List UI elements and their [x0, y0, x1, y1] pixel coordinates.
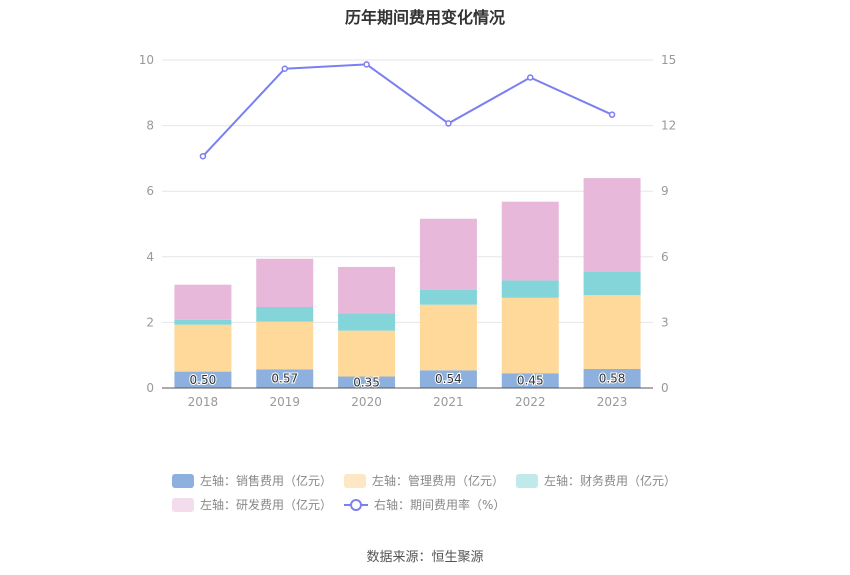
- legend-swatch-sales: [172, 473, 194, 488]
- source-note: 数据来源：恒生聚源: [366, 550, 484, 565]
- expense-rate-point: [527, 74, 534, 81]
- bar-segment: [256, 321, 314, 370]
- chart-title: 历年期间费用变化情况: [344, 8, 505, 27]
- legend-label-rnd: 左轴：研发费用（亿元）: [200, 498, 333, 512]
- bar-segment: [419, 289, 477, 305]
- bar-segment: [256, 369, 314, 388]
- bar-segment: [501, 373, 559, 388]
- left-axis-tick-label: 2: [146, 315, 154, 329]
- right-axis-tick-label: 3: [661, 315, 669, 329]
- left-axis-tick-label: 8: [146, 119, 154, 133]
- expense-rate-point: [445, 120, 452, 127]
- bar-segment: [338, 376, 396, 388]
- legend-item-sales[interactable]: 左轴：销售费用（亿元）: [172, 472, 332, 489]
- bar-segment: [583, 178, 641, 272]
- legend-swatch-rnd: [172, 497, 194, 512]
- bar-data-label: 0.54: [435, 372, 462, 386]
- bar-segment: [256, 306, 314, 322]
- bar-segment: [338, 330, 396, 377]
- legend-label-finance: 左轴：财务费用（亿元）: [544, 474, 677, 488]
- legend-label-expense-rate: 右轴：期间费用率（%）: [374, 498, 506, 512]
- bar-segment: [174, 371, 232, 388]
- bar-segment: [256, 258, 314, 307]
- bar-segment: [501, 280, 559, 298]
- x-axis-tick-label: 2019: [269, 395, 300, 409]
- legend-line-icon: [344, 498, 368, 511]
- bar-segment: [501, 297, 559, 374]
- bar-data-label: 0.35: [353, 375, 380, 389]
- legend-label-admin: 左轴：管理费用（亿元）: [372, 474, 505, 488]
- right-axis-tick-label: 6: [661, 250, 669, 264]
- bar-data-label: 0.57: [271, 372, 298, 386]
- expense-rate-point: [608, 111, 616, 118]
- right-axis-tick-label: 9: [661, 184, 669, 198]
- right-axis-tick-label: 0: [661, 381, 669, 395]
- right-axis-tick-label: 15: [661, 53, 676, 67]
- legend-label-sales: 左轴：销售费用（亿元）: [200, 474, 333, 488]
- bar-segment: [419, 218, 477, 290]
- left-axis-tick-label: 6: [146, 184, 154, 198]
- bar-segment: [501, 201, 559, 281]
- expense-rate-line: [202, 63, 613, 157]
- bar-segment: [419, 370, 477, 388]
- expense-rate-point: [363, 61, 370, 68]
- bar-data-label: 0.50: [190, 373, 217, 387]
- x-axis-tick-label: 2020: [351, 395, 382, 409]
- legend-item-rnd[interactable]: 左轴：研发费用（亿元）: [172, 496, 332, 513]
- right-axis-tick-label: 12: [661, 119, 676, 133]
- bar-segment: [338, 313, 396, 331]
- bar-segment: [583, 368, 641, 388]
- x-axis-tick-label: 2023: [597, 395, 628, 409]
- left-axis-tick-label: 0: [146, 381, 154, 395]
- legend-item-expense-rate[interactable]: 右轴：期间费用率（%）: [344, 496, 505, 513]
- x-axis-tick-label: 2022: [515, 395, 546, 409]
- legend-swatch-finance: [516, 473, 538, 488]
- bar-data-label: 0.45: [517, 374, 544, 388]
- left-axis-tick-label: 10: [139, 53, 154, 67]
- bar-segment: [174, 324, 232, 372]
- x-axis-tick-label: 2021: [433, 395, 464, 409]
- expense-rate-point: [281, 65, 288, 72]
- legend-item-admin[interactable]: 左轴：管理费用（亿元）: [344, 472, 504, 489]
- bar-segment: [419, 304, 477, 371]
- bar-segment: [174, 284, 232, 320]
- legend-swatch-admin: [344, 473, 366, 488]
- bar-segment: [583, 295, 641, 369]
- legend-item-finance[interactable]: 左轴：财务费用（亿元）: [516, 472, 676, 489]
- x-axis-tick-label: 2018: [188, 395, 219, 409]
- left-axis-tick-label: 4: [146, 250, 154, 264]
- bar-segment: [338, 266, 396, 314]
- bar-segment: [174, 319, 232, 325]
- bar-segment: [583, 271, 641, 296]
- bar-data-label: 0.58: [599, 371, 626, 385]
- expense-rate-point: [199, 152, 207, 160]
